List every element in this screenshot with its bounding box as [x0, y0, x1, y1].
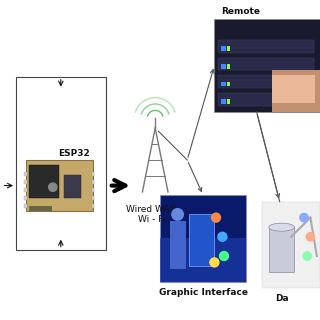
Bar — [269, 227, 294, 272]
Bar — [189, 214, 214, 266]
Bar — [26, 160, 93, 211]
Bar — [92, 196, 94, 200]
Bar — [221, 99, 226, 104]
Text: Remote: Remote — [221, 7, 260, 16]
Circle shape — [300, 213, 308, 222]
Text: Graphic Interface: Graphic Interface — [159, 288, 248, 297]
Circle shape — [210, 258, 219, 267]
Bar — [221, 64, 226, 69]
Bar — [227, 82, 230, 86]
Bar — [29, 206, 52, 211]
Text: ESP32: ESP32 — [58, 149, 90, 158]
Bar — [64, 175, 81, 198]
Bar — [92, 172, 94, 176]
Bar — [221, 46, 226, 51]
Circle shape — [218, 232, 227, 241]
Circle shape — [306, 233, 315, 241]
Bar — [24, 188, 27, 192]
Bar — [221, 82, 226, 86]
Bar — [24, 204, 27, 208]
Bar — [227, 46, 230, 51]
Bar — [214, 19, 320, 112]
Bar — [16, 77, 106, 250]
Bar — [227, 64, 230, 69]
Bar — [218, 93, 314, 106]
Bar — [170, 221, 186, 269]
Circle shape — [220, 252, 228, 260]
Bar — [92, 188, 94, 192]
Circle shape — [303, 252, 311, 260]
Bar — [160, 195, 246, 282]
Ellipse shape — [269, 223, 294, 231]
Bar — [218, 40, 314, 53]
Bar — [273, 75, 315, 103]
Bar — [160, 238, 246, 282]
Bar — [227, 99, 230, 104]
Bar — [24, 180, 27, 184]
Text: Wired WAN,
Wi - Fi: Wired WAN, Wi - Fi — [125, 205, 179, 224]
Bar — [24, 196, 27, 200]
Bar — [218, 58, 314, 70]
Text: Da: Da — [275, 294, 289, 303]
Bar — [92, 180, 94, 184]
Bar — [273, 70, 320, 112]
Bar — [218, 75, 314, 88]
Circle shape — [172, 209, 183, 220]
Bar — [262, 202, 320, 288]
Bar — [24, 172, 27, 176]
Circle shape — [212, 213, 220, 222]
Circle shape — [49, 183, 57, 191]
Bar — [29, 165, 59, 198]
Bar — [92, 204, 94, 208]
